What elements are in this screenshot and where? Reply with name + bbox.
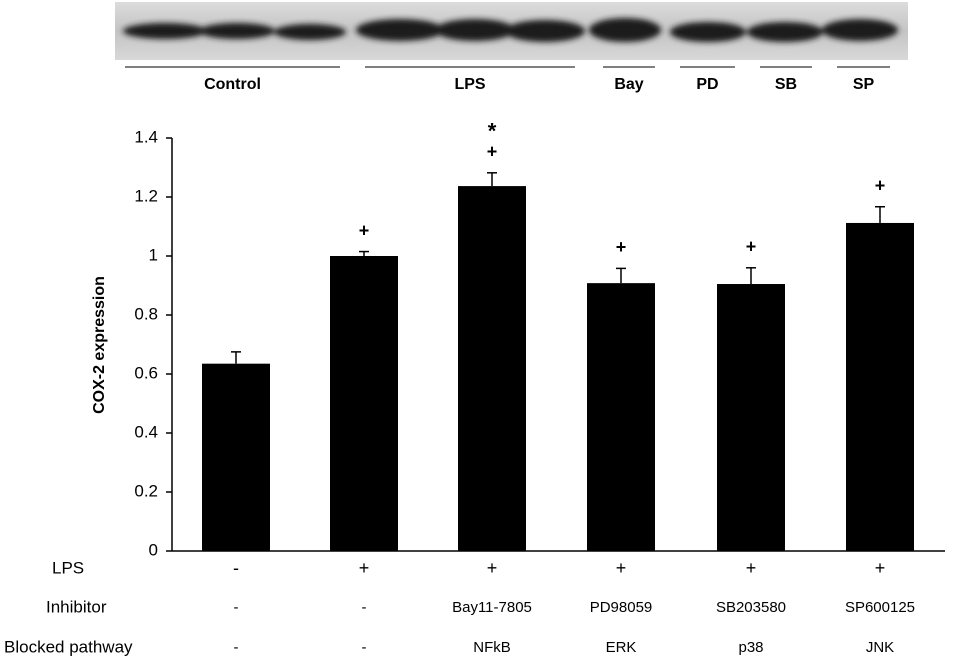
row-label: LPS (52, 558, 84, 577)
row-value: - (233, 558, 239, 578)
bar (330, 256, 398, 551)
star-marker: * (488, 119, 497, 144)
blot-label: Control (204, 76, 261, 93)
row-value: PD98059 (590, 599, 653, 616)
bar (717, 284, 785, 551)
y-tick-label: 0 (149, 540, 158, 559)
blot-label: PD (696, 76, 718, 93)
row-label: Blocked pathway (4, 637, 133, 656)
western-blot (115, 2, 908, 60)
plus-marker: + (616, 237, 627, 257)
blot-label: SP (853, 76, 875, 93)
plus-marker: + (746, 237, 757, 257)
row-value: SP600125 (845, 599, 915, 616)
row-value: + (487, 558, 498, 578)
error-bar (746, 267, 756, 285)
row-label: Inhibitor (46, 597, 107, 616)
error-bar (231, 351, 241, 364)
y-tick-label: 1 (149, 245, 158, 264)
row-value: Bay11-7805 (452, 599, 532, 616)
bar (587, 283, 655, 551)
bar (458, 186, 526, 551)
error-bar (487, 172, 497, 187)
blot-label: LPS (454, 76, 485, 93)
row-value: + (359, 558, 370, 578)
y-tick-label: 0.4 (134, 422, 158, 441)
y-tick-label: 0.2 (134, 481, 158, 500)
row-value: - (234, 599, 239, 616)
plus-marker: + (487, 142, 498, 162)
y-tick-label: 1.2 (134, 186, 158, 205)
bar (846, 222, 914, 551)
y-tick-label: 0.6 (134, 363, 158, 382)
plus-marker: + (359, 220, 370, 240)
row-value: + (616, 558, 627, 578)
y-tick-label: 0.8 (134, 304, 158, 323)
y-axis-label: COX-2 expression (91, 276, 108, 414)
bar (202, 363, 270, 551)
plus-marker: + (875, 175, 886, 195)
row-value: NFkB (473, 639, 511, 656)
row-value: - (362, 639, 367, 656)
error-bar (616, 267, 626, 284)
row-value: JNK (866, 639, 894, 656)
row-value: - (362, 599, 367, 616)
row-value: p38 (738, 639, 763, 656)
y-tick-label: 1.4 (134, 127, 158, 146)
error-bar (875, 205, 885, 223)
row-value: ERK (606, 639, 637, 656)
row-value: - (234, 639, 239, 656)
blot-label: Bay (614, 76, 643, 93)
row-value: + (875, 558, 886, 578)
row-value: + (746, 558, 757, 578)
error-bar (359, 250, 369, 256)
blot-label: SB (775, 76, 797, 93)
row-value: SB203580 (716, 599, 786, 616)
